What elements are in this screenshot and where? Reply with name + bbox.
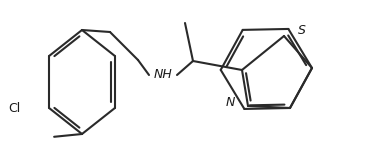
Text: N: N bbox=[225, 96, 235, 108]
Text: NH: NH bbox=[154, 69, 172, 82]
Text: S: S bbox=[298, 24, 306, 37]
Text: Cl: Cl bbox=[8, 101, 20, 114]
